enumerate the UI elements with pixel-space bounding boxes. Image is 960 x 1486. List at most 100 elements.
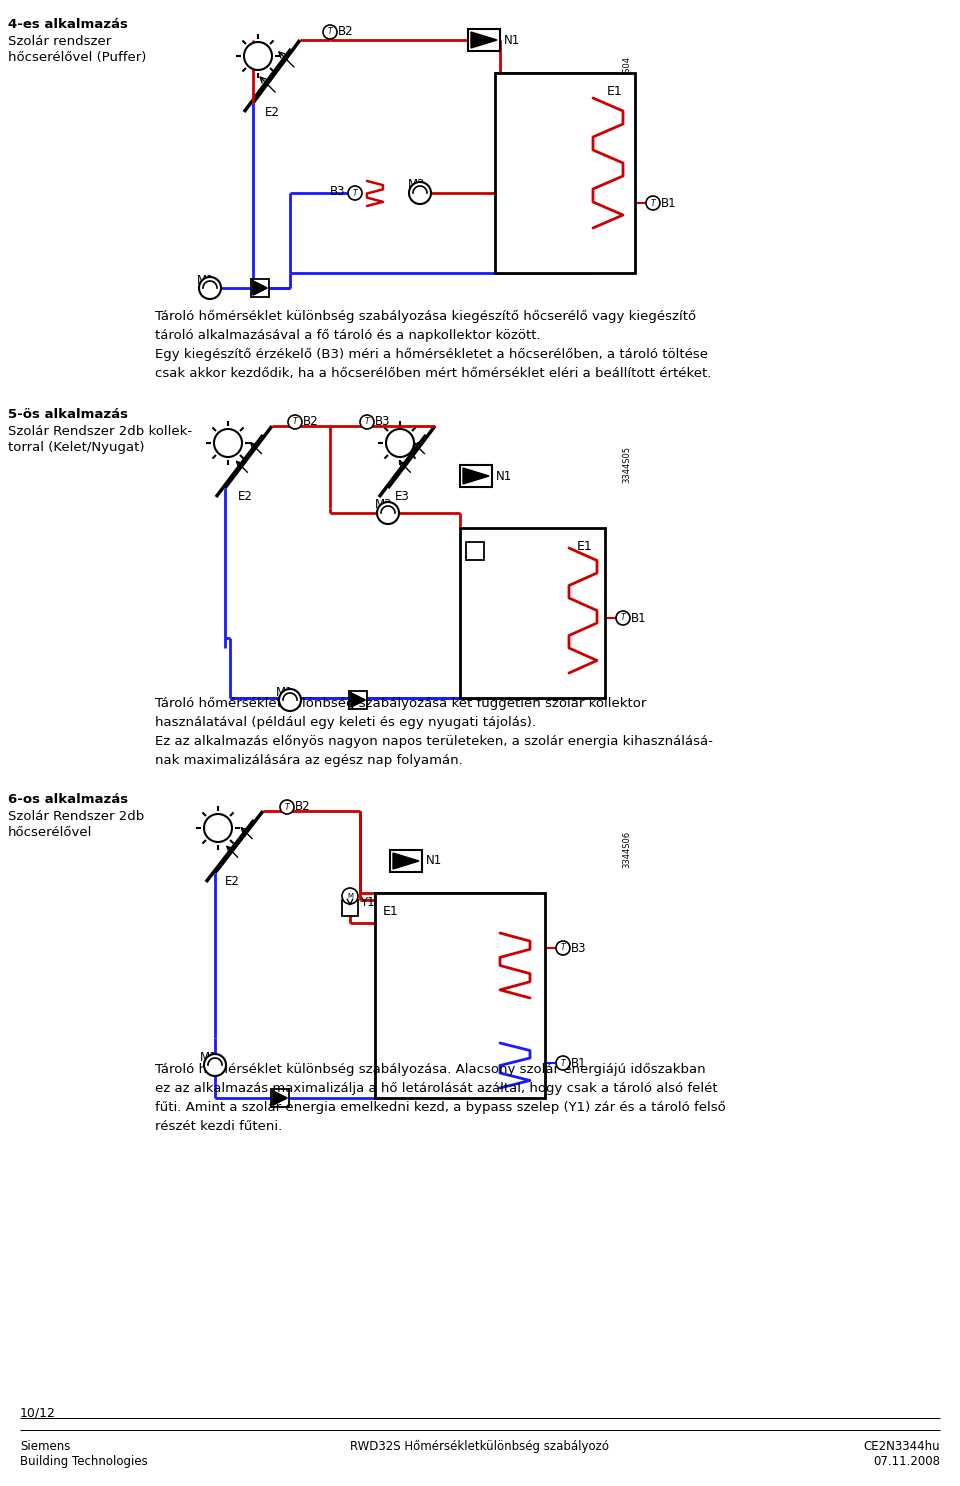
- Text: 5-ös alkalmazás: 5-ös alkalmazás: [8, 409, 128, 421]
- Text: Siemens: Siemens: [20, 1440, 70, 1453]
- Text: Szolár Rendszer 2db: Szolár Rendszer 2db: [8, 810, 144, 823]
- Text: N1: N1: [426, 854, 443, 868]
- Text: M: M: [347, 893, 353, 899]
- Text: Szolár rendszer: Szolár rendszer: [8, 36, 111, 48]
- Text: B3: B3: [571, 942, 587, 955]
- Text: tároló alkalmazásával a fő tároló és a napkollektor között.: tároló alkalmazásával a fő tároló és a n…: [155, 328, 540, 342]
- Circle shape: [199, 276, 221, 299]
- Text: T: T: [561, 1058, 565, 1067]
- Circle shape: [244, 42, 272, 70]
- Text: Tároló hőmérséklet különbség szabályozása. Alacsony szolár energiájú időszakban: Tároló hőmérséklet különbség szabályozás…: [155, 1062, 706, 1076]
- Bar: [342, 901, 358, 915]
- Text: B1: B1: [661, 198, 677, 210]
- Text: B2: B2: [303, 415, 319, 428]
- Circle shape: [556, 1057, 570, 1070]
- Text: T: T: [651, 199, 656, 208]
- Text: Szolár Rendszer 2db kollek-: Szolár Rendszer 2db kollek-: [8, 425, 192, 438]
- Text: 3344S04: 3344S04: [622, 56, 632, 94]
- Text: T: T: [285, 802, 289, 811]
- Circle shape: [214, 429, 242, 458]
- Text: T: T: [352, 189, 357, 198]
- Circle shape: [348, 186, 362, 201]
- Text: 10/12: 10/12: [20, 1407, 56, 1421]
- Text: E2: E2: [265, 106, 280, 119]
- Text: fűti. Amint a szolár energia emelkedni kezd, a bypass szelep (Y1) zár és a tárol: fűti. Amint a szolár energia emelkedni k…: [155, 1101, 726, 1114]
- Circle shape: [280, 799, 294, 814]
- Text: Ez az alkalmazás előnyös nagyon napos területeken, a szolár energia kihasználásá: Ez az alkalmazás előnyös nagyon napos te…: [155, 736, 713, 747]
- Text: használatával (például egy keleti és egy nyugati tájolás).: használatával (például egy keleti és egy…: [155, 716, 536, 730]
- Circle shape: [204, 814, 232, 843]
- Text: E1: E1: [607, 85, 623, 98]
- Text: E2: E2: [238, 490, 252, 502]
- Polygon shape: [463, 468, 489, 484]
- Text: 4-es alkalmazás: 4-es alkalmazás: [8, 18, 128, 31]
- Text: 3344S06: 3344S06: [622, 831, 632, 868]
- Text: M2: M2: [408, 178, 425, 192]
- Text: B1: B1: [631, 612, 647, 626]
- Circle shape: [279, 690, 301, 710]
- Text: M1: M1: [197, 273, 215, 287]
- Text: E1: E1: [577, 539, 592, 553]
- Circle shape: [386, 429, 414, 458]
- Text: T: T: [621, 614, 625, 623]
- Text: részét kezdi fűteni.: részét kezdi fűteni.: [155, 1120, 282, 1132]
- Bar: [460, 528, 605, 698]
- Text: 3344S05: 3344S05: [622, 446, 632, 483]
- Text: B2: B2: [295, 799, 311, 813]
- Bar: [251, 279, 269, 297]
- Polygon shape: [253, 281, 267, 296]
- Circle shape: [616, 611, 630, 626]
- Text: B3: B3: [330, 184, 346, 198]
- Text: Tároló hőmérséklet különbség szabályozása két független szolár kollektor: Tároló hőmérséklet különbség szabályozás…: [155, 697, 646, 710]
- Text: T: T: [293, 418, 298, 426]
- Text: M2: M2: [375, 498, 393, 511]
- Text: N1: N1: [496, 470, 513, 483]
- Text: T: T: [327, 28, 332, 37]
- Text: M1: M1: [200, 1051, 218, 1064]
- Text: hőcserélővel (Puffer): hőcserélővel (Puffer): [8, 51, 146, 64]
- Bar: [271, 1089, 289, 1107]
- Text: ez az alkalmazás maximalizálja a hő letárolását azáltal, hogy csak a tároló alsó: ez az alkalmazás maximalizálja a hő letá…: [155, 1082, 718, 1095]
- Text: B2: B2: [338, 25, 353, 39]
- Text: Building Technologies: Building Technologies: [20, 1455, 148, 1468]
- Bar: [468, 30, 500, 51]
- Circle shape: [323, 25, 337, 39]
- Text: CE2N3344hu: CE2N3344hu: [863, 1440, 940, 1453]
- Bar: [349, 691, 367, 709]
- Text: Y1: Y1: [360, 896, 374, 909]
- Polygon shape: [351, 692, 365, 707]
- Circle shape: [288, 415, 302, 429]
- Text: nak maximalizálására az egész nap folyamán.: nak maximalizálására az egész nap folyam…: [155, 753, 463, 767]
- Text: 6-os alkalmazás: 6-os alkalmazás: [8, 794, 128, 805]
- Circle shape: [342, 889, 358, 903]
- Text: B3: B3: [375, 415, 391, 428]
- Text: csak akkor kezdődik, ha a hőcserélőben mért hőmérséklet eléri a beállított érték: csak akkor kezdődik, ha a hőcserélőben m…: [155, 367, 711, 380]
- Circle shape: [377, 502, 399, 525]
- Bar: [495, 73, 635, 273]
- Polygon shape: [393, 853, 419, 869]
- Text: Egy kiegészítő érzékelő (B3) méri a hőmérsékletet a hőcserélőben, a tároló tölté: Egy kiegészítő érzékelő (B3) méri a hőmé…: [155, 348, 708, 361]
- Bar: [375, 893, 545, 1098]
- Bar: [460, 465, 492, 487]
- Circle shape: [360, 415, 374, 429]
- Text: N1: N1: [504, 34, 520, 46]
- Circle shape: [556, 941, 570, 955]
- Text: E3: E3: [395, 490, 410, 502]
- Text: Tároló hőmérséklet különbség szabályozása kiegészítő hőcserélő vagy kiegészítő: Tároló hőmérséklet különbség szabályozás…: [155, 311, 696, 322]
- Circle shape: [409, 181, 431, 204]
- Text: B1: B1: [571, 1057, 587, 1070]
- Polygon shape: [471, 33, 497, 48]
- Text: torral (Kelet/Nyugat): torral (Kelet/Nyugat): [8, 441, 145, 455]
- Bar: [390, 850, 422, 872]
- Text: hőcserélővel: hőcserélővel: [8, 826, 92, 840]
- Polygon shape: [273, 1091, 287, 1106]
- Bar: [466, 542, 484, 560]
- Circle shape: [646, 196, 660, 210]
- Circle shape: [204, 1054, 226, 1076]
- Text: E1: E1: [383, 905, 398, 918]
- Text: E2: E2: [225, 875, 240, 889]
- Text: RWD32S Hőmérsékletkülönbség szabályozó: RWD32S Hőmérsékletkülönbség szabályozó: [350, 1440, 610, 1453]
- Text: M1: M1: [276, 687, 294, 698]
- Text: T: T: [365, 418, 370, 426]
- Text: 07.11.2008: 07.11.2008: [873, 1455, 940, 1468]
